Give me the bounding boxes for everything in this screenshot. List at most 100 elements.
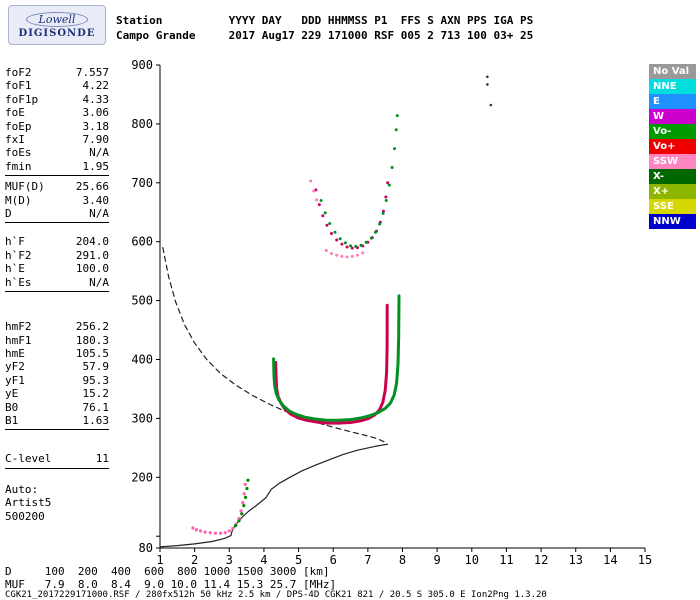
y-tick-label: 500 bbox=[131, 294, 153, 308]
param-label: Artist5 bbox=[5, 496, 52, 510]
param-row: yE 15.2 bbox=[5, 387, 109, 400]
muf-values-row: MUF 7.9 8.0 8.4 9.0 10.0 11.4 15.3 25.7 … bbox=[5, 578, 337, 591]
param-row: foF1p 4.33 bbox=[5, 93, 109, 106]
param-row: D N/A bbox=[5, 207, 109, 220]
series-topside-profile-model bbox=[162, 247, 388, 445]
param-row: h`F2 291.0 bbox=[5, 249, 109, 262]
param-value: N/A bbox=[89, 146, 109, 160]
x-axis: 1 2 3 4 5 6 7 8 9 10 11 12 13 14 15 bbox=[156, 548, 652, 567]
param-label: fmin bbox=[5, 159, 32, 173]
param-row: foF1 4.22 bbox=[5, 79, 109, 92]
param-label: yE bbox=[5, 387, 19, 401]
y-tick-label: 300 bbox=[131, 411, 153, 425]
param-label: h`Es bbox=[5, 275, 32, 289]
series-true-height-profile bbox=[159, 443, 388, 548]
param-row: yF1 95.3 bbox=[5, 374, 109, 387]
param-label: foEs bbox=[5, 146, 32, 160]
x-tick-label: 11 bbox=[499, 553, 513, 567]
x-tick-label: 13 bbox=[568, 553, 582, 567]
param-row: hmE 105.5 bbox=[5, 347, 109, 360]
legend-item: X+ bbox=[649, 184, 696, 199]
param-row: MUF(D) 25.66 bbox=[5, 180, 109, 193]
legend-item: NNW bbox=[649, 214, 696, 229]
x-tick-label: 14 bbox=[603, 553, 617, 567]
x-tick-label: 1 bbox=[156, 553, 163, 567]
param-row: foF2 7.557 bbox=[5, 66, 109, 79]
param-value: 95.3 bbox=[82, 373, 110, 387]
legend-item: SSW bbox=[649, 154, 696, 169]
param-label: B0 bbox=[5, 400, 19, 414]
series-E-region-cusp-X bbox=[233, 478, 250, 528]
param-label: hmF2 bbox=[5, 320, 32, 334]
param-value: 180.3 bbox=[75, 333, 109, 347]
param-label: B1 bbox=[5, 413, 19, 427]
x-tick-label: 12 bbox=[534, 553, 548, 567]
station-header: Station YYYY DAY DDD HHMMSS P1 FFS S AXN… bbox=[116, 13, 533, 43]
param-row: fmin 1.95 bbox=[5, 160, 109, 173]
legend-item: Vo+ bbox=[649, 139, 696, 154]
lowell-logo-text: Lowell bbox=[25, 11, 89, 27]
param-value: 105.5 bbox=[75, 346, 109, 360]
parameter-panel: foF2 7.557 foF1 4.22 foF1p 4.33 foE 3.06 foEp 3.1… bbox=[5, 66, 109, 523]
y-tick-label: 200 bbox=[131, 470, 153, 484]
param-value: 7.90 bbox=[82, 133, 110, 147]
param-row: fxI 7.90 bbox=[5, 133, 109, 146]
param-label: hmE bbox=[5, 346, 25, 360]
param-row: M(D) 3.40 bbox=[5, 194, 109, 207]
param-row: h`F 204.0 bbox=[5, 235, 109, 248]
series-F-trace-O bbox=[274, 303, 389, 425]
muf-distance-table: D 100 200 400 600 800 1000 1500 3000 [km… bbox=[5, 565, 336, 591]
series-second-hop-X bbox=[319, 114, 399, 248]
param-row: 500200 bbox=[5, 510, 109, 523]
station-header-labels: Station YYYY DAY DDD HHMMSS P1 FFS S AXN… bbox=[116, 14, 534, 27]
param-value: 4.33 bbox=[82, 92, 110, 106]
legend-item: E bbox=[649, 94, 696, 109]
x-tick-label: 7 bbox=[364, 553, 371, 567]
param-value: 100.0 bbox=[75, 262, 109, 276]
param-label: h`F2 bbox=[5, 248, 32, 262]
axes bbox=[159, 65, 645, 549]
x-tick-label: 15 bbox=[638, 553, 652, 567]
param-label: foF1 bbox=[5, 79, 32, 93]
param-label: foF1p bbox=[5, 92, 39, 106]
x-tick-label: 3 bbox=[226, 553, 233, 567]
param-row: h`Es N/A bbox=[5, 276, 109, 289]
x-tick-label: 6 bbox=[330, 553, 337, 567]
param-label: foF2 bbox=[5, 66, 32, 79]
param-value: 25.66 bbox=[75, 180, 109, 194]
series-interference-specks bbox=[486, 75, 493, 107]
y-axis: 80 200 300 400 500 600 700 800 900 bbox=[131, 58, 160, 555]
param-row: h`E 100.0 bbox=[5, 262, 109, 275]
param-row: Auto: bbox=[5, 483, 109, 496]
param-group: h`F 204.0 h`F2 291.0 h`E 100.0 h`Es N/A bbox=[5, 235, 109, 293]
param-row: hmF2 256.2 bbox=[5, 320, 109, 333]
param-label: yF2 bbox=[5, 360, 25, 374]
status-line: CGK21_2017229171000.RSF / 280fx512h 50 k… bbox=[5, 590, 547, 600]
doppler-direction-legend: No Val NNE E W Vo- Vo+ SSW X- X+ SSE NNW bbox=[649, 64, 696, 229]
param-label: D bbox=[5, 207, 12, 221]
station-header-values: Campo Grande 2017 Aug17 229 171000 RSF 0… bbox=[116, 29, 534, 42]
param-value: 3.06 bbox=[82, 106, 110, 120]
param-label: C-level bbox=[5, 452, 52, 466]
param-group: MUF(D) 25.66 M(D) 3.40 D N/A bbox=[5, 180, 109, 224]
y-tick-label: 900 bbox=[131, 58, 153, 72]
separator-rule bbox=[5, 467, 109, 469]
lowell-digisonde-logo: Lowell DIGISONDE bbox=[8, 5, 106, 45]
separator-rule bbox=[5, 175, 109, 177]
muf-distance-row: D 100 200 400 600 800 1000 1500 3000 [km… bbox=[5, 565, 330, 578]
param-group: Auto: Artist5 500200 bbox=[5, 483, 109, 523]
param-value: 4.22 bbox=[82, 79, 110, 93]
y-tick-label: 80 bbox=[139, 541, 153, 555]
param-row: Artist5 bbox=[5, 496, 109, 509]
y-tick-label: 400 bbox=[131, 353, 153, 367]
param-group: hmF2 256.2 hmF1 180.3 hmE 105.5 yF2 57.9 yF1 95.3… bbox=[5, 320, 110, 431]
series-F-trace-X bbox=[272, 294, 401, 422]
param-value: 1.63 bbox=[82, 413, 110, 427]
param-value: 204.0 bbox=[75, 235, 109, 249]
param-value: 256.2 bbox=[75, 320, 109, 334]
series-E-region-trace-O bbox=[191, 482, 247, 535]
x-tick-label: 10 bbox=[465, 553, 479, 567]
x-tick-label: 5 bbox=[295, 553, 302, 567]
param-label: h`F bbox=[5, 235, 25, 249]
